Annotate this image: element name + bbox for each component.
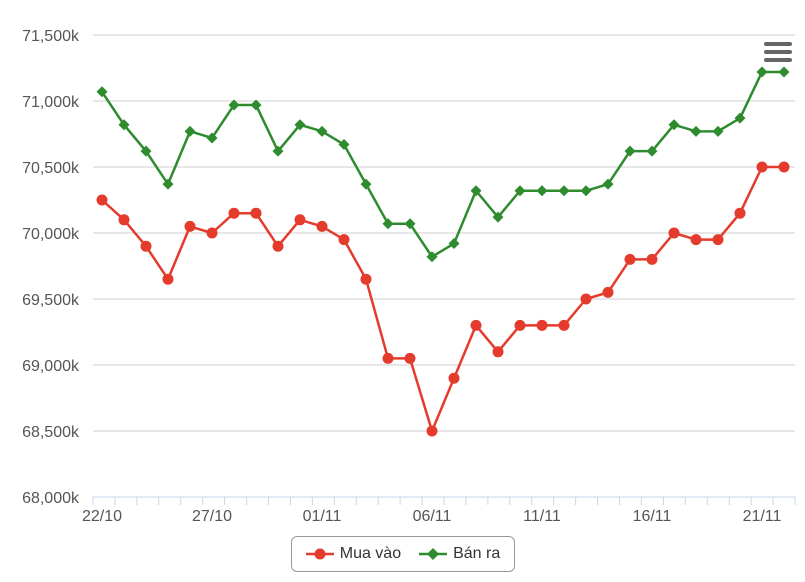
data-point-sell	[140, 145, 152, 157]
x-tick-label: 16/11	[633, 508, 672, 525]
x-tick-label: 01/11	[303, 508, 342, 525]
legend-item-sell[interactable]: Bán ra	[419, 545, 500, 563]
y-tick-label: 68,500k	[22, 424, 80, 441]
data-point-sell	[668, 119, 680, 131]
data-point-sell	[206, 132, 218, 144]
x-tick-label: 21/11	[743, 508, 782, 525]
line-chart: 68,000k 68,500k 69,000k 69,500k 70,000k 70,50…	[22, 28, 796, 525]
x-tick-label: 22/10	[82, 508, 122, 525]
data-point-buy	[382, 352, 394, 364]
x-tick-label: 11/11	[523, 508, 561, 525]
data-point-sell	[646, 145, 658, 157]
data-point-buy	[558, 319, 570, 331]
data-point-buy	[536, 319, 548, 331]
data-point-sell	[514, 185, 526, 197]
data-point-buy	[96, 194, 108, 206]
data-point-buy	[448, 372, 460, 384]
data-point-sell	[162, 178, 174, 190]
y-tick-label: 71,000k	[22, 94, 80, 111]
data-point-buy	[184, 220, 196, 232]
data-point-sell	[184, 125, 196, 137]
data-point-buy	[514, 319, 526, 331]
legend-label-sell: Bán ra	[453, 545, 501, 562]
data-point-buy	[778, 161, 790, 173]
circle-marker-icon	[305, 548, 334, 560]
data-point-buy	[624, 253, 636, 265]
x-tick-label: 27/10	[192, 508, 232, 525]
data-point-buy	[140, 240, 152, 252]
data-point-sell	[272, 145, 284, 157]
y-tick-label: 69,000k	[22, 358, 80, 375]
data-point-buy	[360, 273, 372, 285]
series-line-sell	[100, 70, 784, 259]
diamond-marker-icon	[419, 548, 448, 560]
data-point-sell	[448, 238, 460, 250]
data-point-buy	[118, 214, 130, 226]
data-point-sell	[756, 66, 768, 78]
data-point-sell	[250, 99, 262, 111]
data-point-buy	[228, 207, 240, 219]
data-point-sell	[118, 119, 130, 131]
hamburger-menu-icon[interactable]	[764, 42, 792, 66]
data-point-sell	[404, 218, 416, 230]
y-tick-label: 68,000k	[22, 490, 80, 507]
data-point-buy	[756, 161, 768, 173]
data-point-sell	[294, 119, 306, 131]
y-tick-label: 71,500k	[22, 28, 80, 45]
data-point-sell	[492, 211, 504, 223]
data-point-sell	[228, 99, 240, 111]
data-point-sell	[426, 251, 438, 263]
data-point-sell	[602, 178, 614, 190]
data-point-buy	[492, 346, 504, 358]
data-point-buy	[580, 293, 592, 305]
data-point-buy	[646, 253, 658, 265]
data-point-buy	[316, 220, 328, 232]
data-point-buy	[404, 352, 416, 364]
data-point-sell	[778, 66, 790, 78]
legend: Mua vào Bán ra	[291, 536, 515, 572]
data-point-buy	[668, 227, 680, 239]
y-tick-label: 70,000k	[22, 226, 80, 243]
legend-label-buy: Mua vào	[339, 545, 402, 562]
data-point-sell	[338, 139, 350, 151]
data-point-sell	[690, 125, 702, 137]
data-point-buy	[206, 227, 218, 239]
data-point-sell	[470, 185, 482, 197]
data-point-sell	[382, 218, 394, 230]
data-point-buy	[470, 319, 482, 331]
y-tick-label: 70,500k	[22, 160, 80, 177]
data-point-sell	[536, 185, 548, 197]
data-point-sell	[712, 125, 724, 137]
data-point-buy	[294, 214, 306, 226]
data-point-sell	[558, 185, 570, 197]
x-tick-label: 06/11	[413, 508, 452, 525]
data-point-sell	[580, 185, 592, 197]
data-point-sell	[734, 112, 746, 124]
data-point-sell	[360, 178, 372, 190]
y-tick-label: 69,500k	[22, 292, 80, 309]
data-point-buy	[250, 207, 262, 219]
data-point-buy	[602, 286, 614, 298]
data-point-buy	[426, 425, 438, 437]
data-point-sell	[316, 125, 328, 137]
data-point-buy	[338, 234, 350, 246]
data-point-sell	[624, 145, 636, 157]
data-point-buy	[162, 273, 174, 285]
data-point-buy	[690, 234, 702, 246]
data-point-buy	[734, 207, 746, 219]
data-point-buy	[272, 240, 284, 252]
legend-item-buy[interactable]: Mua vào	[305, 545, 402, 563]
data-point-buy	[712, 234, 724, 246]
data-point-sell	[96, 86, 108, 98]
